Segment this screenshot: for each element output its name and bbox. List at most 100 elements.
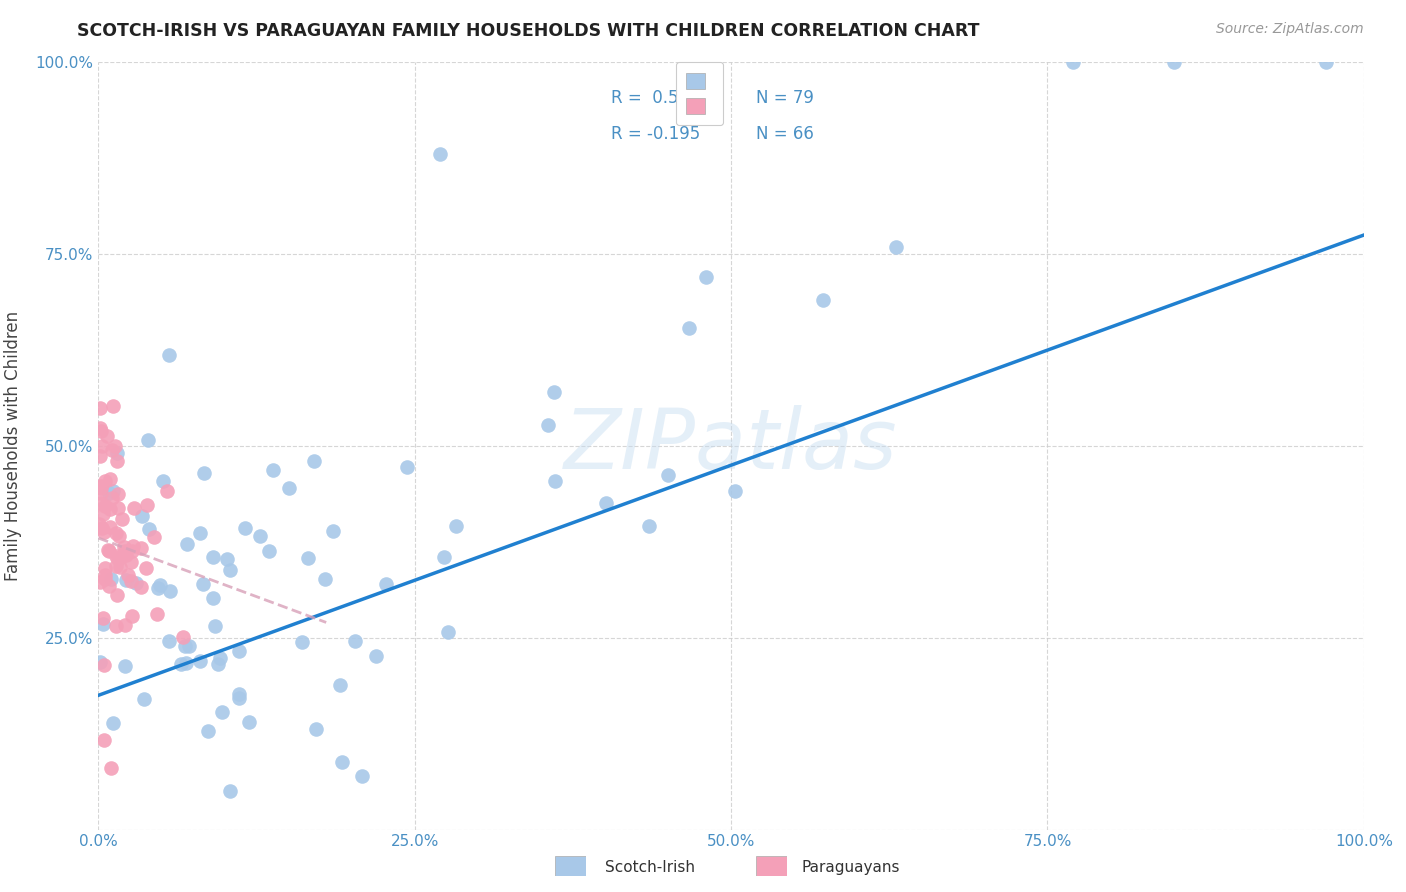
Text: Source: ZipAtlas.com: Source: ZipAtlas.com (1216, 22, 1364, 37)
Point (1163, 55, 1185, 70)
Point (233, 521, 256, 535)
Point (90, 485, 112, 500)
Point (343, 634, 366, 648)
Point (595, 495, 617, 509)
Point (219, 784, 242, 798)
Point (103, 399, 125, 413)
Point (219, 563, 242, 577)
Point (170, 657, 193, 671)
Point (429, 147, 451, 161)
Point (93, 657, 115, 672)
Point (94, 561, 117, 575)
Point (305, 722, 328, 736)
Point (191, 576, 214, 591)
Point (114, 543, 136, 558)
Point (90, 481, 112, 495)
Point (121, 539, 143, 553)
Text: Paraguayans: Paraguayans (801, 860, 900, 874)
Point (208, 651, 231, 665)
Text: ZIPatlas: ZIPatlas (564, 406, 898, 486)
Point (94, 499, 117, 513)
Point (156, 484, 179, 499)
Point (201, 591, 224, 605)
Point (188, 654, 211, 668)
Point (104, 439, 127, 453)
Point (104, 619, 127, 633)
Point (157, 633, 180, 648)
Point (146, 581, 169, 595)
Point (537, 418, 560, 433)
Text: Scotch-Irish: Scotch-Irish (605, 860, 695, 874)
Point (101, 491, 124, 505)
Point (89, 449, 111, 463)
Y-axis label: Family Households with Children: Family Households with Children (4, 311, 21, 581)
Point (120, 574, 142, 589)
Point (723, 483, 745, 498)
Text: N = 66: N = 66 (756, 126, 814, 144)
Point (100, 572, 122, 586)
Point (107, 501, 129, 516)
Point (142, 530, 165, 544)
Point (297, 551, 319, 566)
Point (1315, 55, 1337, 70)
Point (152, 474, 174, 488)
Point (543, 385, 565, 400)
Point (91, 521, 114, 535)
Point (110, 549, 132, 564)
Point (884, 239, 907, 253)
Point (117, 567, 139, 582)
Point (291, 635, 314, 649)
Point (94, 572, 117, 586)
Point (811, 293, 834, 308)
Point (366, 649, 388, 664)
Point (228, 643, 250, 657)
Point (211, 705, 233, 719)
Point (104, 549, 127, 563)
Point (98, 520, 121, 534)
Point (97, 579, 120, 593)
Point (146, 607, 169, 621)
Point (157, 348, 180, 362)
Point (136, 498, 159, 512)
Point (249, 529, 271, 543)
Point (90, 424, 112, 438)
Point (108, 560, 131, 574)
Point (93, 733, 115, 747)
Point (112, 540, 135, 554)
Point (1062, 55, 1084, 70)
Point (543, 474, 565, 488)
Point (121, 544, 143, 558)
Point (91, 439, 114, 453)
Point (96, 429, 118, 443)
Point (172, 630, 194, 644)
Point (193, 466, 215, 480)
Point (332, 755, 354, 769)
Point (89, 516, 111, 531)
Point (188, 525, 211, 540)
Point (179, 640, 201, 654)
Point (204, 619, 226, 633)
Point (433, 550, 456, 565)
Point (125, 576, 148, 591)
Point (257, 543, 280, 558)
Point (228, 687, 250, 701)
Point (105, 446, 128, 460)
Point (197, 724, 219, 739)
Point (322, 524, 344, 539)
Point (91, 611, 114, 625)
Point (314, 572, 336, 586)
Point (104, 525, 127, 540)
Point (173, 639, 195, 653)
Point (97, 485, 120, 500)
Point (638, 519, 661, 533)
Point (114, 659, 136, 673)
Point (98, 501, 121, 516)
Point (100, 442, 122, 457)
Point (176, 536, 198, 550)
Point (149, 577, 172, 591)
Point (657, 468, 679, 483)
Point (107, 551, 129, 566)
Point (135, 560, 157, 574)
Point (98, 472, 121, 486)
Point (121, 608, 143, 623)
